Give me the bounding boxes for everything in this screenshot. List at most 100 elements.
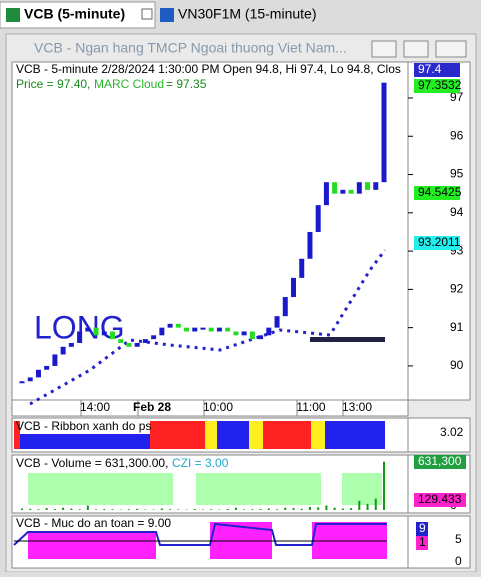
support-line bbox=[310, 337, 385, 342]
volume-bar bbox=[342, 508, 344, 510]
volume-bar bbox=[251, 509, 253, 510]
volume-bar bbox=[375, 499, 377, 510]
volume-label: 631,300 bbox=[418, 454, 462, 468]
y-tick-label: 94 bbox=[450, 205, 464, 219]
volume-bar bbox=[276, 509, 278, 510]
candle bbox=[28, 377, 33, 381]
safety-title: VCB - Muc do an toan = 9.00 bbox=[16, 516, 171, 530]
candle bbox=[357, 182, 362, 193]
volume-bar bbox=[128, 509, 130, 510]
ribbon-title: VCB - Ribbon xanh do ps bbox=[16, 419, 151, 433]
volume-label: 129.433 bbox=[418, 492, 462, 506]
close[interactable] bbox=[436, 41, 466, 57]
cloud-name: MARC Cloud bbox=[94, 77, 164, 91]
candle bbox=[299, 259, 304, 278]
volume-bar bbox=[268, 508, 270, 510]
volume-bar bbox=[29, 509, 31, 510]
candle bbox=[151, 335, 156, 339]
x-tick-label: 14:00 bbox=[80, 400, 110, 414]
price-plot bbox=[12, 62, 408, 400]
volume-bar bbox=[293, 508, 295, 510]
restore[interactable] bbox=[404, 41, 428, 57]
candle bbox=[176, 324, 181, 328]
volume-bar bbox=[350, 508, 352, 510]
candle bbox=[242, 331, 247, 335]
candle bbox=[143, 339, 148, 343]
safety-label: 1 bbox=[419, 535, 426, 549]
candle bbox=[233, 331, 238, 335]
tab-label[interactable]: VN30F1M (15-minute) bbox=[178, 6, 317, 22]
window-title: VCB - Ngan hang TMCP Ngoai thuong Viet N… bbox=[34, 40, 347, 56]
price-label: 93.2011 bbox=[418, 235, 461, 249]
volume-bar bbox=[334, 508, 336, 510]
price-axis bbox=[408, 62, 470, 400]
y-tick-label: 90 bbox=[450, 358, 464, 372]
volume-bar bbox=[62, 508, 64, 510]
volume-bar bbox=[37, 509, 39, 510]
candle bbox=[382, 83, 387, 183]
volume-bar bbox=[235, 508, 237, 510]
volume-bar bbox=[136, 509, 138, 510]
candle bbox=[291, 278, 296, 297]
candle bbox=[69, 343, 74, 347]
volume-bar bbox=[358, 501, 360, 510]
x-tick-label: 13:00 bbox=[342, 400, 372, 414]
volume-bar bbox=[284, 508, 286, 510]
y-tick-label: 5 bbox=[455, 532, 462, 546]
volume-bar bbox=[21, 508, 23, 510]
volume-title: VCB - Volume = 631,300.00, bbox=[16, 456, 168, 470]
y-tick-label: 96 bbox=[450, 128, 464, 142]
volume-bar bbox=[54, 509, 56, 510]
x-tick-label: Feb 28 bbox=[133, 400, 171, 414]
volume-bar bbox=[309, 507, 311, 510]
volume-bar bbox=[144, 509, 146, 510]
y-tick-label: 92 bbox=[450, 282, 464, 296]
candle bbox=[126, 343, 131, 347]
volume-bar bbox=[87, 505, 89, 510]
x-tick-label: 10:00 bbox=[203, 400, 233, 414]
candle bbox=[118, 339, 123, 343]
volume-bar bbox=[243, 509, 245, 510]
candle bbox=[77, 331, 82, 342]
tab-label[interactable]: VCB (5-minute) bbox=[24, 6, 125, 22]
candle bbox=[324, 182, 329, 205]
candle bbox=[159, 328, 164, 336]
volume-bar bbox=[317, 507, 319, 510]
candle bbox=[250, 331, 255, 339]
candle bbox=[349, 190, 354, 194]
candle bbox=[373, 182, 378, 190]
candle bbox=[85, 328, 90, 332]
candle bbox=[316, 205, 321, 232]
candle bbox=[52, 354, 57, 365]
czi-text: CZI = 3.00 bbox=[172, 456, 229, 470]
candle bbox=[258, 335, 263, 339]
volume-bar bbox=[177, 509, 179, 510]
volume-bar bbox=[301, 509, 303, 510]
candle bbox=[225, 328, 230, 332]
volume-bar bbox=[79, 509, 81, 510]
cloud-text: = 97.35 bbox=[166, 77, 207, 91]
candle bbox=[102, 331, 107, 335]
candle bbox=[307, 232, 312, 259]
volume-bar bbox=[367, 504, 369, 510]
minimize[interactable] bbox=[372, 41, 396, 57]
x-tick-label: 11:00 bbox=[296, 400, 325, 414]
y-tick-label: 0 bbox=[455, 554, 462, 568]
volume-bar bbox=[260, 509, 262, 510]
candle bbox=[20, 381, 25, 383]
volume-bar bbox=[202, 509, 204, 510]
volume-bar bbox=[210, 509, 212, 510]
volume-bar bbox=[46, 508, 48, 510]
volume-bar bbox=[95, 509, 97, 510]
price-label: 97.4 bbox=[418, 62, 442, 76]
candle bbox=[61, 347, 66, 355]
candle bbox=[275, 316, 280, 327]
price-label: 97.3532 bbox=[418, 78, 462, 92]
safety-label: 9 bbox=[419, 521, 426, 535]
volume-bar bbox=[112, 509, 114, 510]
volume-bar bbox=[169, 509, 171, 510]
candle bbox=[192, 328, 197, 332]
candle bbox=[168, 324, 173, 328]
candle bbox=[217, 328, 222, 332]
candle bbox=[36, 370, 41, 378]
